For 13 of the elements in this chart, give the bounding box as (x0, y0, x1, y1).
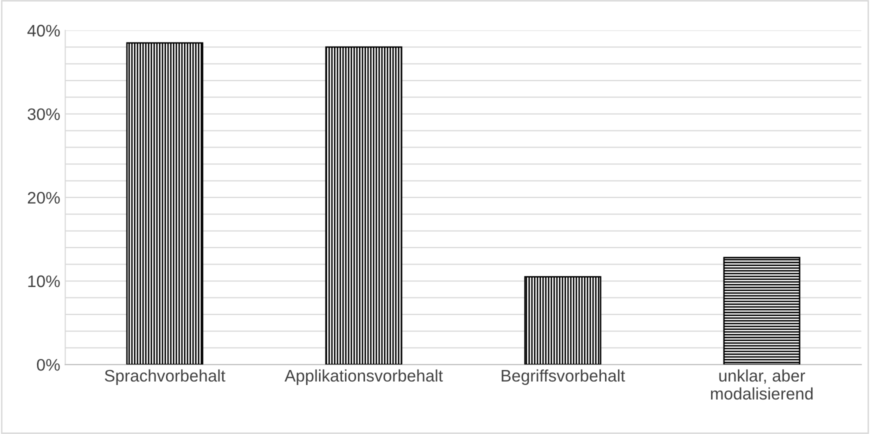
bar (524, 276, 602, 365)
y-tick-label: 10% (28, 275, 60, 288)
y-tick-label: 40% (27, 24, 60, 37)
x-tick-label: Sprachvorbehalt (104, 369, 226, 385)
y-tick-label: 30% (28, 108, 60, 120)
x-tick-label: Applikationsvorbehalt (284, 369, 443, 385)
bar (126, 42, 204, 365)
y-tick-label: 0% (36, 358, 60, 371)
y-tick-label: 20% (28, 192, 60, 204)
x-tick-label: Begriffsvorbehalt (502, 369, 626, 385)
bar (325, 46, 402, 365)
x-tick-label: unklar, aber modalisierend (711, 369, 813, 400)
bar (723, 256, 800, 365)
